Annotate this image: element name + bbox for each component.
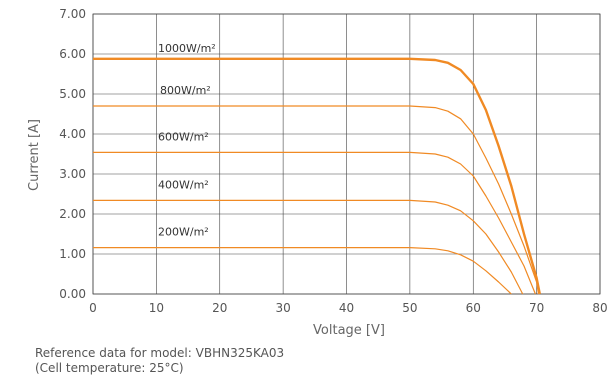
y-tick-labels: 0.00 1.00 2.00 3.00 4.00 5.00 6.00 7.00 bbox=[59, 7, 86, 301]
x-tick-label: 80 bbox=[592, 301, 607, 315]
grid-lines bbox=[92, 13, 601, 295]
plot-frame bbox=[92, 13, 601, 295]
temperature-note: (Cell temperature: 25°C) bbox=[35, 361, 184, 375]
x-tick-labels: 0 10 20 30 40 50 60 70 80 bbox=[89, 301, 607, 315]
x-tick-label: 40 bbox=[339, 301, 354, 315]
series-label: 400W/m² bbox=[158, 178, 209, 191]
x-tick-label: 10 bbox=[149, 301, 164, 315]
y-tick-label: 7.00 bbox=[59, 7, 86, 21]
x-tick-label: 20 bbox=[212, 301, 227, 315]
x-tick-label: 0 bbox=[89, 301, 97, 315]
series-label: 1000W/m² bbox=[158, 42, 216, 55]
y-tick-label: 0.00 bbox=[59, 287, 86, 301]
model-note: Reference data for model: VBHN325KA03 bbox=[35, 346, 285, 360]
x-tick-label: 60 bbox=[466, 301, 481, 315]
y-tick-label: 6.00 bbox=[59, 47, 86, 61]
y-tick-label: 5.00 bbox=[59, 87, 86, 101]
y-tick-label: 4.00 bbox=[59, 127, 86, 141]
y-tick-label: 1.00 bbox=[59, 247, 86, 261]
plot-border bbox=[92, 13, 601, 295]
x-axis-label: Voltage [V] bbox=[313, 323, 385, 338]
x-tick-label: 30 bbox=[275, 301, 290, 315]
series-line bbox=[93, 57, 541, 295]
x-tick-label: 70 bbox=[529, 301, 544, 315]
series-line bbox=[93, 105, 540, 295]
y-tick-label: 3.00 bbox=[59, 167, 86, 181]
series-label: 800W/m² bbox=[160, 84, 211, 97]
series-line bbox=[93, 247, 512, 295]
series-line bbox=[93, 151, 536, 295]
series-line bbox=[93, 199, 524, 295]
x-tick-label: 50 bbox=[402, 301, 417, 315]
series-labels: 1000W/m² 800W/m² 600W/m² 400W/m² 200W/m² bbox=[158, 42, 216, 239]
series-label: 200W/m² bbox=[158, 226, 209, 239]
series-lines bbox=[93, 57, 541, 295]
iv-curve-chart: 0.00 1.00 2.00 3.00 4.00 5.00 6.00 7.00 0 10 20 30… bbox=[27, 7, 608, 338]
series-label: 600W/m² bbox=[158, 130, 209, 143]
y-axis-label: Current [A] bbox=[27, 119, 42, 191]
y-tick-label: 2.00 bbox=[59, 207, 86, 221]
